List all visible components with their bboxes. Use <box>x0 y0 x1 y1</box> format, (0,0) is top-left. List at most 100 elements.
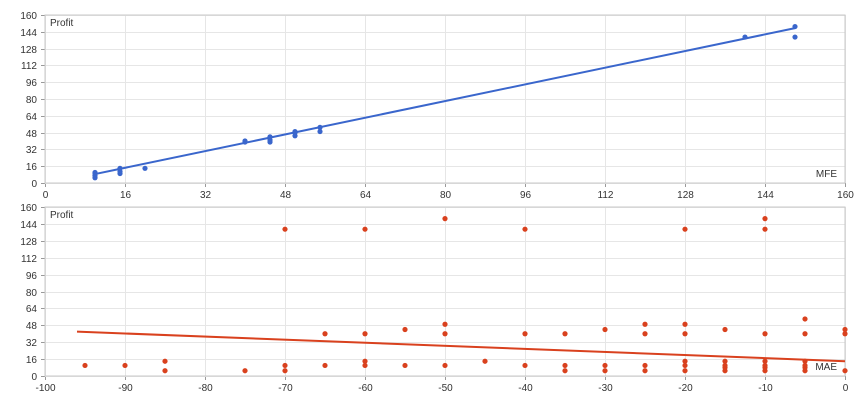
mae-y-tick-label: 144 <box>20 220 37 231</box>
mfe-x-tick-label: 144 <box>757 190 774 201</box>
mae-y-axis-label: Profit <box>50 210 74 221</box>
mfe-y-tick-label: 144 <box>20 28 37 39</box>
mfe-y-tick-label: 80 <box>26 95 38 106</box>
mae-y-tick-label: 64 <box>26 304 38 315</box>
mae-data-point <box>402 326 408 333</box>
mae-data-point <box>442 321 448 327</box>
mfe-data-point <box>317 128 323 135</box>
mae-y-tick-label: 48 <box>26 321 38 332</box>
mfe-y-tick-label: 0 <box>31 179 37 190</box>
mfe-plot-border <box>44 14 846 184</box>
mae-y-tick-label: 112 <box>21 254 37 265</box>
mae-data-point <box>802 316 808 322</box>
mae-data-point <box>162 358 168 364</box>
mae-data-point <box>682 226 688 232</box>
mae-x-tick-label: -90 <box>118 383 133 394</box>
mae-data-point <box>682 362 688 369</box>
mae-x-axis-label: MAE <box>815 362 837 373</box>
mae-data-point <box>722 358 728 364</box>
mae-data-point <box>442 216 448 222</box>
mae-data-point <box>722 326 728 333</box>
mae-data-point <box>562 368 568 374</box>
mae-x-tick-label: -40 <box>518 383 533 394</box>
mae-data-point <box>242 368 248 374</box>
mae-x-tick-label: 0 <box>843 383 849 394</box>
mae-y-tick-label: 16 <box>26 355 38 366</box>
mae-data-point <box>522 331 528 337</box>
mae-data-point <box>842 326 848 333</box>
mae-x-tick-label: -50 <box>438 383 453 394</box>
mae-y-tick-label: 96 <box>26 271 38 282</box>
mae-data-point <box>522 362 528 369</box>
mae-data-point <box>322 331 328 337</box>
mae-data-point <box>282 362 288 369</box>
mae-x-tick-label: -80 <box>198 383 213 394</box>
mae-data-point <box>282 368 288 374</box>
mae-data-point <box>642 331 648 337</box>
mfe-y-tick-label: 96 <box>26 78 38 89</box>
mfe-y-tick-label: 128 <box>20 45 37 56</box>
mae-data-point <box>642 368 648 374</box>
mae-data-point <box>442 362 448 369</box>
mfe-x-tick-label: 160 <box>837 190 854 201</box>
mae-data-point <box>682 331 688 337</box>
mae-data-point <box>402 362 408 369</box>
mfe-x-tick-label: 16 <box>120 190 132 201</box>
mae-data-point <box>82 362 88 369</box>
mae-trend-line <box>76 330 846 363</box>
mae-data-point <box>362 331 368 337</box>
mae-data-point <box>562 331 568 337</box>
mfe-y-tick-label: 32 <box>26 145 38 156</box>
mae-y-tick-label: 128 <box>20 237 37 248</box>
mae-x-tick-label: -10 <box>758 383 773 394</box>
mfe-x-tick-label: 48 <box>280 190 292 201</box>
mae-data-point <box>562 362 568 369</box>
mae-x-tick-label: -20 <box>678 383 693 394</box>
mfe-y-tick-label: 112 <box>21 61 37 72</box>
mae-data-point <box>762 362 768 369</box>
mae-data-point <box>682 368 688 374</box>
mae-data-point <box>122 362 128 369</box>
mae-data-point <box>362 358 368 364</box>
mae-data-point <box>722 362 728 369</box>
mfe-trend-line <box>94 27 796 176</box>
mfe-y-tick-label: 64 <box>26 112 38 123</box>
mae-data-point <box>362 226 368 232</box>
mae-data-point <box>322 362 328 369</box>
mfe-x-tick-label: 128 <box>677 190 694 201</box>
mae-data-point <box>602 326 608 333</box>
mae-data-point <box>802 331 808 337</box>
mae-data-point <box>522 226 528 232</box>
mae-data-point <box>162 368 168 374</box>
mfe-x-tick-label: 0 <box>43 190 49 201</box>
mae-data-point <box>842 368 848 374</box>
mae-y-tick-label: 160 <box>20 203 37 214</box>
mae-x-tick-label: -30 <box>598 383 613 394</box>
mfe-x-tick-label: 32 <box>200 190 212 201</box>
mae-data-point <box>602 368 608 374</box>
mae-data-point <box>482 358 488 364</box>
mfe-x-tick-label: 112 <box>598 190 614 201</box>
mae-data-point <box>282 226 288 232</box>
mae-data-point <box>602 362 608 369</box>
mae-data-point <box>642 362 648 369</box>
mfe-y-tick-label: 48 <box>26 129 38 140</box>
mae-data-point <box>442 331 448 337</box>
mae-y-tick-label: 0 <box>31 372 37 383</box>
mae-data-point <box>642 321 648 327</box>
mae-data-point <box>762 358 768 364</box>
mae-data-point <box>802 362 808 369</box>
mfe-data-point <box>792 34 798 40</box>
mae-y-tick-label: 32 <box>26 338 38 349</box>
mae-x-tick-label: -100 <box>35 383 55 394</box>
mae-data-point <box>762 216 768 222</box>
mfe-x-tick-label: 64 <box>360 190 372 201</box>
mae-data-point <box>762 331 768 337</box>
mfe-data-point <box>142 165 148 171</box>
mfe-y-axis-label: Profit <box>50 18 74 29</box>
mfe-x-tick-label: 80 <box>440 190 452 201</box>
mae-x-tick-label: -70 <box>278 383 293 394</box>
mfe-y-tick-label: 160 <box>20 11 37 22</box>
